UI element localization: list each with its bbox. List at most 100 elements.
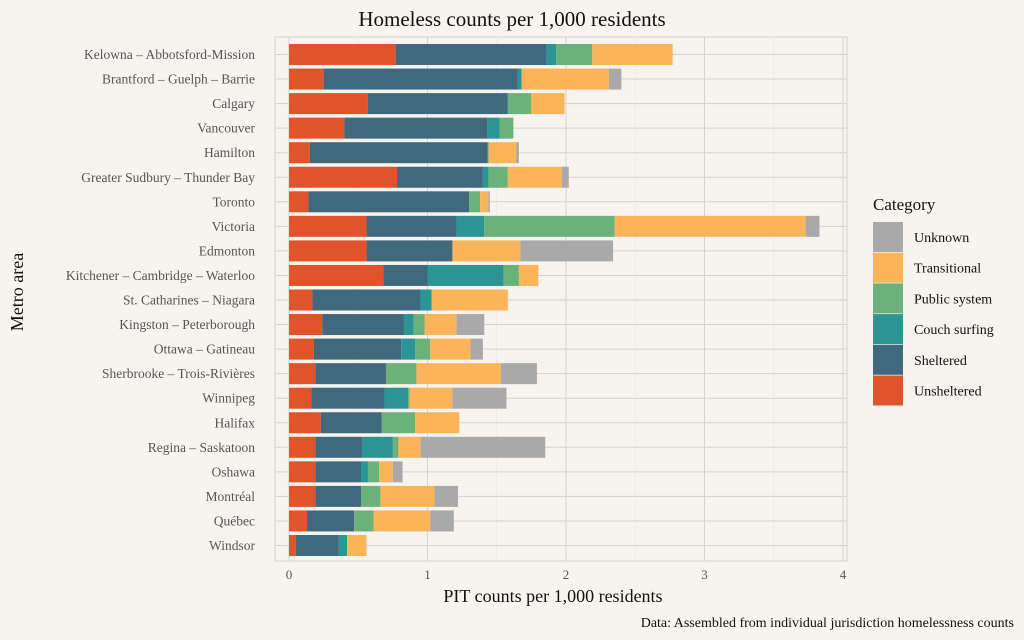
bar-transitional-toronto bbox=[480, 191, 489, 213]
bar-unknown-edmonton bbox=[520, 240, 614, 262]
bar-transitional-greater-sudbury-thunder-bay bbox=[507, 166, 562, 188]
bar-unknown-quebec bbox=[430, 510, 454, 532]
category-label-calgary: Calgary bbox=[212, 96, 255, 111]
category-label-regina-saskatoon: Regina – Saskatoon bbox=[148, 440, 255, 455]
bar-public-system-regina-saskatoon bbox=[392, 436, 399, 458]
category-label-victoria: Victoria bbox=[212, 219, 255, 234]
bar-sheltered-toronto bbox=[308, 191, 470, 213]
bar-transitional-kelowna-abbotsford-mission bbox=[592, 44, 673, 65]
bar-transitional-winnipeg bbox=[409, 387, 453, 409]
bar-transitional-quebec bbox=[373, 510, 431, 532]
bar-transitional-victoria bbox=[614, 215, 806, 237]
bar-sheltered-ottawa-gatineau bbox=[313, 338, 402, 360]
bar-sheltered-regina-saskatoon bbox=[315, 436, 363, 458]
bar-couch-surfing-kitchener-cambridge-waterloo bbox=[427, 264, 504, 286]
bar-unsheltered-kitchener-cambridge-waterloo bbox=[289, 264, 384, 286]
bar-public-system-vancouver bbox=[499, 117, 514, 139]
bar-sheltered-kitchener-cambridge-waterloo bbox=[383, 264, 428, 286]
legend-title: Category bbox=[873, 195, 936, 214]
bar-couch-surfing-ottawa-gatineau bbox=[401, 338, 416, 360]
legend-label-unsheltered: Unsheltered bbox=[914, 385, 982, 400]
bar-transitional-montreal bbox=[380, 485, 435, 507]
category-label-ottawa-gatineau: Ottawa – Gatineau bbox=[154, 342, 255, 357]
bar-public-system-toronto bbox=[469, 191, 481, 213]
bar-unsheltered-sherbrooke-trois-rivieres bbox=[289, 363, 316, 385]
category-label-kitchener-cambridge-waterloo: Kitchener – Cambridge – Waterloo bbox=[66, 268, 255, 283]
category-label-hamilton: Hamilton bbox=[204, 145, 255, 160]
category-label-toronto: Toronto bbox=[212, 194, 255, 209]
bar-sheltered-halifax bbox=[320, 412, 382, 434]
bar-unsheltered-toronto bbox=[289, 191, 309, 213]
bar-public-system-oshawa bbox=[367, 461, 380, 483]
bar-couch-surfing-st-catharines-niagara bbox=[420, 289, 432, 311]
bar-unknown-oshawa bbox=[392, 461, 403, 483]
bar-unsheltered-montreal bbox=[289, 485, 316, 507]
bar-transitional-kitchener-cambridge-waterloo bbox=[518, 264, 539, 286]
category-label-oshawa: Oshawa bbox=[212, 464, 256, 479]
x-axis-title: PIT counts per 1,000 residents bbox=[443, 586, 662, 606]
bar-transitional-st-catharines-niagara bbox=[431, 289, 508, 311]
x-tick-label-0: 0 bbox=[286, 567, 293, 582]
bar-unsheltered-kelowna-abbotsford-mission bbox=[289, 44, 396, 65]
y-axis-title: Metro area bbox=[7, 253, 27, 331]
bar-public-system-sherbrooke-trois-rivieres bbox=[385, 363, 417, 385]
bar-unknown-greater-sudbury-thunder-bay bbox=[561, 166, 569, 188]
bar-sheltered-montreal bbox=[315, 485, 362, 507]
bar-transitional-brantford-guelph-barrie bbox=[521, 68, 609, 90]
bar-public-system-greater-sudbury-thunder-bay bbox=[488, 166, 508, 188]
plot-panel bbox=[274, 36, 848, 562]
bar-unknown-brantford-guelph-barrie bbox=[608, 68, 622, 90]
bar-unknown-sherbrooke-trois-rivieres bbox=[500, 363, 537, 385]
bar-unknown-winnipeg bbox=[452, 387, 507, 409]
bar-public-system-montreal bbox=[361, 485, 381, 507]
bar-public-system-victoria bbox=[484, 215, 615, 237]
bar-transitional-hamilton bbox=[488, 142, 517, 164]
x-tick-label-1: 1 bbox=[424, 567, 431, 582]
bar-unknown-hamilton bbox=[516, 142, 519, 164]
bar-unknown-ottawa-gatineau bbox=[470, 338, 483, 360]
bar-unknown-victoria bbox=[805, 215, 820, 237]
category-labels: Kelowna – Abbotsford-Mission Brantford – … bbox=[66, 47, 256, 553]
bar-unsheltered-quebec bbox=[289, 510, 308, 532]
bar-unknown-regina-saskatoon bbox=[420, 436, 546, 458]
bar-couch-surfing-kingston-peterborough bbox=[403, 314, 414, 336]
bar-unknown-toronto bbox=[488, 191, 490, 213]
bar-couch-surfing-kelowna-abbotsford-mission bbox=[546, 44, 557, 65]
bar-public-system-winnipeg bbox=[408, 387, 410, 409]
bar-unsheltered-edmonton bbox=[289, 240, 367, 262]
bar-transitional-calgary bbox=[531, 93, 565, 115]
bar-unsheltered-victoria bbox=[289, 215, 367, 237]
bar-sheltered-windsor bbox=[295, 535, 339, 556]
x-tick-label-4: 4 bbox=[840, 567, 847, 582]
bar-public-system-kitchener-cambridge-waterloo bbox=[503, 264, 519, 286]
bar-transitional-oshawa bbox=[379, 461, 393, 483]
bar-sheltered-calgary bbox=[367, 93, 508, 115]
bar-transitional-sherbrooke-trois-rivieres bbox=[416, 363, 501, 385]
bar-sheltered-quebec bbox=[307, 510, 355, 532]
category-label-greater-sudbury-thunder-bay: Greater Sudbury – Thunder Bay bbox=[81, 170, 255, 185]
bar-unsheltered-vancouver bbox=[289, 117, 345, 139]
bar-public-system-kelowna-abbotsford-mission bbox=[556, 44, 593, 65]
bar-unsheltered-brantford-guelph-barrie bbox=[289, 68, 324, 90]
x-tick-labels: 0 1 2 3 4 bbox=[286, 567, 847, 582]
bar-sheltered-sherbrooke-trois-rivieres bbox=[315, 363, 386, 385]
category-label-winnipeg: Winnipeg bbox=[202, 391, 255, 406]
category-label-kelowna-abbotsford-mission: Kelowna – Abbotsford-Mission bbox=[84, 47, 255, 62]
x-tick-label-3: 3 bbox=[701, 567, 708, 582]
bar-unsheltered-calgary bbox=[289, 93, 368, 115]
bars bbox=[289, 44, 820, 556]
bar-public-system-halifax bbox=[381, 412, 416, 434]
bar-sheltered-oshawa bbox=[315, 461, 362, 483]
category-label-vancouver: Vancouver bbox=[197, 121, 255, 136]
category-label-quebec: Québec bbox=[214, 513, 255, 528]
bar-unknown-montreal bbox=[434, 485, 458, 507]
legend-label-unknown: Unknown bbox=[914, 231, 969, 246]
bar-unknown-kingston-peterborough bbox=[456, 314, 485, 336]
bar-couch-surfing-oshawa bbox=[361, 461, 368, 483]
bar-unsheltered-kingston-peterborough bbox=[289, 314, 323, 336]
bar-sheltered-kingston-peterborough bbox=[322, 314, 404, 336]
bar-unsheltered-st-catharines-niagara bbox=[289, 289, 313, 311]
bar-unsheltered-halifax bbox=[289, 412, 321, 434]
bar-sheltered-victoria bbox=[366, 215, 457, 237]
bar-sheltered-brantford-guelph-barrie bbox=[323, 68, 518, 90]
